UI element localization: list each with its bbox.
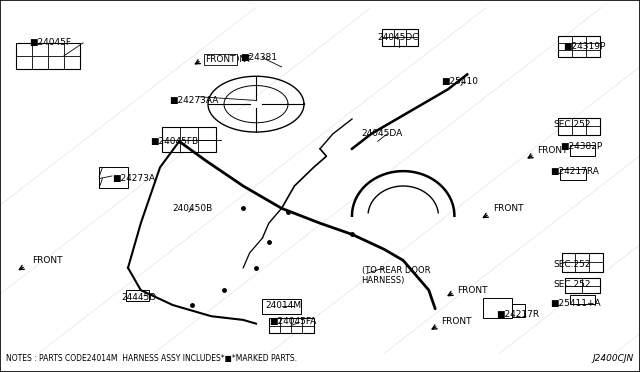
Text: 24045DA: 24045DA [362,129,403,138]
Text: FRONT: FRONT [493,204,524,213]
Bar [559,118,600,135]
Text: ■24273AA: ■24273AA [170,96,219,105]
Bar [559,36,600,57]
Bar [16,43,80,69]
Text: SEC.252: SEC.252 [554,260,591,269]
Text: 24014M: 24014M [266,301,301,310]
Bar [262,299,301,314]
Text: ■24381: ■24381 [240,53,277,62]
Bar [383,29,418,46]
Text: ■24382P: ■24382P [560,142,602,151]
Text: FRONT: FRONT [221,55,252,64]
Text: FRONT: FRONT [538,146,568,155]
Text: ■24217RA: ■24217RA [550,167,599,176]
Text: FRONT: FRONT [32,256,63,265]
Bar [99,167,128,188]
Text: SEC.252: SEC.252 [554,120,591,129]
Bar [565,278,600,293]
Bar [560,169,586,180]
Bar [570,295,595,304]
Bar [493,304,525,317]
Text: 24445D: 24445D [122,293,157,302]
Bar [161,128,216,152]
Text: NOTES : PARTS CODE24014M  HARNESS ASSY INCLUDES*■*MARKED PARTS.: NOTES : PARTS CODE24014M HARNESS ASSY IN… [6,354,298,363]
Text: ■24045FB: ■24045FB [150,137,198,146]
Bar [127,290,149,301]
Text: 24045DC: 24045DC [378,33,419,42]
Text: J2400CJN: J2400CJN [593,354,634,363]
Text: ■25411+A: ■25411+A [550,299,601,308]
Text: ■24319P: ■24319P [563,42,605,51]
Bar [483,298,512,318]
Text: FRONT: FRONT [205,55,236,64]
Text: ■24273A: ■24273A [112,174,155,183]
Text: ■24045F: ■24045F [29,38,71,47]
Text: ■24045FA: ■24045FA [269,317,316,326]
Text: (TO REAR DOOR
HARNESS): (TO REAR DOOR HARNESS) [362,266,430,285]
Text: FRONT: FRONT [458,286,488,295]
Text: ■25410: ■25410 [442,77,479,86]
Text: SEC.252: SEC.252 [554,280,591,289]
Text: 240450B: 240450B [173,204,213,213]
Bar [562,253,604,272]
Text: ■24217R: ■24217R [496,310,539,319]
Bar [269,318,314,333]
Text: FRONT: FRONT [442,317,472,326]
Bar [570,145,595,156]
